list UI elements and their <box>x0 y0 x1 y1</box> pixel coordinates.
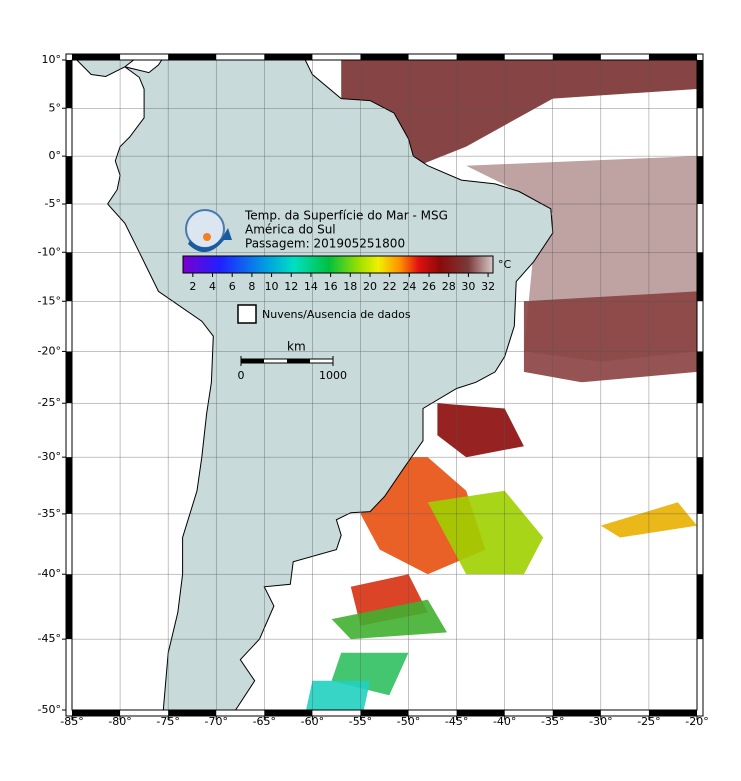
frame-segment <box>648 54 697 60</box>
sst-patch <box>523 291 697 383</box>
frame-segment <box>66 457 72 514</box>
title: Temp. da Superfície do Mar - MSG <box>244 209 448 223</box>
y-tick-label: -25° <box>38 396 61 409</box>
frame-segment <box>456 54 505 60</box>
frame-segment <box>66 252 72 302</box>
y-tick-label: -5° <box>45 197 61 210</box>
sst-patch <box>306 680 371 710</box>
frame-segment <box>264 710 313 716</box>
y-tick-label: -50° <box>38 703 61 716</box>
x-tick-label: -35° <box>541 715 564 728</box>
y-tick-label: -35° <box>38 507 61 520</box>
frame-segment <box>66 60 72 109</box>
colorbar-label: 10 <box>265 280 279 293</box>
x-tick-label: -55° <box>349 715 372 728</box>
scale-label: km <box>287 340 306 354</box>
frame-segment <box>168 710 217 716</box>
colorbar-label: 32 <box>481 280 495 293</box>
colorbar-label: 26 <box>422 280 436 293</box>
frame-segment <box>697 574 703 640</box>
frame-segment <box>456 710 505 716</box>
frame-segment <box>552 710 601 716</box>
x-tick-label: -85° <box>60 715 83 728</box>
frame-segment <box>697 351 703 404</box>
colorbar-label: 8 <box>248 280 255 293</box>
frame-segment <box>360 54 409 60</box>
frame-segment <box>697 457 703 514</box>
logo-swoosh <box>188 228 232 253</box>
frame-segment <box>648 710 697 716</box>
pass: Passagem: 201905251800 <box>245 237 405 251</box>
legend-swatch <box>237 304 257 324</box>
colorbar-label: 4 <box>209 280 216 293</box>
sst-patch <box>437 403 524 458</box>
frame-segment <box>697 60 703 109</box>
frame-segment <box>168 54 217 60</box>
frame-segment <box>66 156 72 205</box>
frame-segment <box>552 54 601 60</box>
frame-segment <box>697 252 703 302</box>
x-tick-label: -80° <box>108 715 131 728</box>
frame-segment <box>66 574 72 640</box>
y-tick-label: -15° <box>38 294 61 307</box>
y-tick-label: -10° <box>38 245 61 258</box>
frame-segment <box>72 710 121 716</box>
x-tick-label: -60° <box>301 715 324 728</box>
x-tick-label: -50° <box>397 715 420 728</box>
colorbar-label: 12 <box>284 280 298 293</box>
legend-label: Nuvens/Ausencia de dados <box>262 308 411 321</box>
scale-segment <box>241 359 264 363</box>
colorbar-label: 16 <box>324 280 338 293</box>
x-tick-label: -65° <box>253 715 276 728</box>
frame-segment <box>66 351 72 404</box>
y-tick-label: -45° <box>38 632 61 645</box>
colorbar-label: 24 <box>402 280 416 293</box>
colorbar <box>182 255 494 274</box>
x-tick-label: -75° <box>156 715 179 728</box>
y-tick-label: -30° <box>38 450 61 463</box>
x-tick-label: -25° <box>637 715 660 728</box>
frame-segment <box>360 710 409 716</box>
logo-dot <box>203 233 211 241</box>
x-tick-label: -70° <box>204 715 227 728</box>
colorbar-label: 30 <box>461 280 475 293</box>
x-tick-label: -45° <box>445 715 468 728</box>
x-tick-label: -30° <box>589 715 612 728</box>
subtitle: América do Sul <box>245 223 336 237</box>
y-tick-label: -20° <box>38 344 61 357</box>
y-tick-label: -40° <box>38 567 61 580</box>
colorbar-label: 22 <box>383 280 397 293</box>
sst-patch <box>341 60 697 166</box>
frame-segment <box>264 54 313 60</box>
colorbar-label: 14 <box>304 280 318 293</box>
frame-segment <box>697 156 703 205</box>
colorbar-unit: °C <box>498 258 512 271</box>
frame-segment <box>72 54 121 60</box>
x-tick-label: -20° <box>685 715 708 728</box>
y-tick-label: 0° <box>49 149 62 162</box>
colorbar-label: 2 <box>189 280 196 293</box>
y-tick-label: 10° <box>42 53 62 66</box>
colorbar-label: 6 <box>229 280 236 293</box>
scale-tick-label: 1000 <box>319 369 347 382</box>
scale-tick-label: 0 <box>238 369 245 382</box>
x-tick-label: -40° <box>493 715 516 728</box>
colorbar-label: 28 <box>442 280 456 293</box>
y-tick-label: 5° <box>49 101 62 114</box>
colorbar-label: 20 <box>363 280 377 293</box>
colorbar-label: 18 <box>343 280 357 293</box>
scale-segment <box>287 359 310 363</box>
logo <box>185 209 232 253</box>
